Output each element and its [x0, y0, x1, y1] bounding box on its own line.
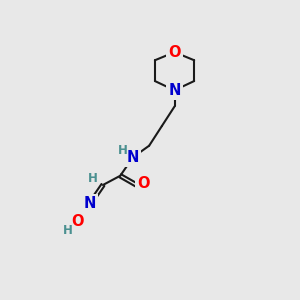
Text: O: O [137, 176, 150, 191]
Text: N: N [127, 150, 139, 165]
Text: N: N [84, 196, 96, 211]
Text: H: H [118, 144, 128, 157]
Text: N: N [168, 83, 181, 98]
Text: O: O [168, 45, 181, 60]
Text: O: O [71, 214, 84, 230]
Text: H: H [63, 224, 73, 236]
Text: H: H [88, 172, 98, 185]
